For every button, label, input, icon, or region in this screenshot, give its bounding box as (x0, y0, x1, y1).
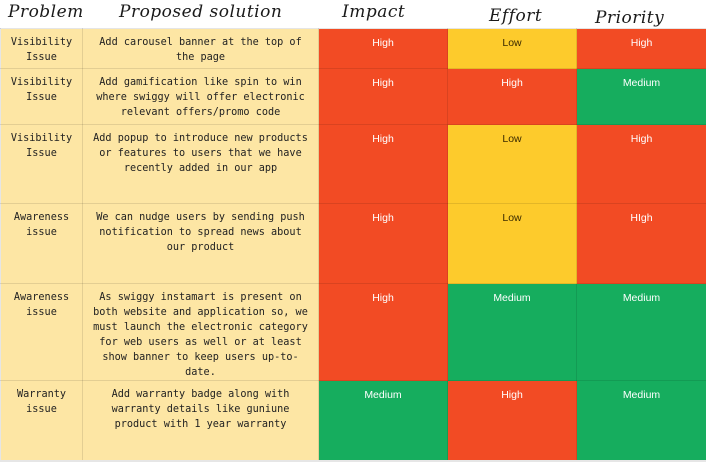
effort-cell: Low (447, 203, 577, 284)
solution-cell: We can nudge users by sending push notif… (82, 203, 319, 284)
priority-cell: HIgh (576, 203, 706, 284)
problem-cell: Visibility Issue (0, 68, 83, 125)
priority-cell: Medium (576, 68, 706, 125)
header-impact: Impact (342, 2, 406, 22)
priority-cell: High (576, 28, 706, 69)
problem-cell: Awareness issue (0, 283, 83, 381)
solution-cell: Add gamification like spin to win where … (82, 68, 319, 125)
problem-cell: Awareness issue (0, 203, 83, 284)
header-solution: Proposed solution (119, 2, 283, 22)
effort-cell: Low (447, 124, 577, 204)
table-row: Warranty issue Add warranty badge along … (0, 380, 706, 462)
impact-cell: Medium (318, 380, 448, 462)
priority-cell: High (576, 124, 706, 204)
effort-cell: High (447, 68, 577, 125)
impact-cell: High (318, 68, 448, 125)
table-header: Problem Proposed solution Impact Effort … (0, 0, 706, 28)
table-row: Awareness issue As swiggy instamart is p… (0, 283, 706, 381)
prioritization-table: Visibility Issue Add carousel banner at … (0, 28, 706, 462)
header-problem: Problem (8, 2, 84, 22)
impact-cell: High (318, 124, 448, 204)
effort-cell: Medium (447, 283, 577, 381)
priority-cell: Medium (576, 283, 706, 381)
table-row: Awareness issue We can nudge users by se… (0, 203, 706, 284)
priority-cell: Medium (576, 380, 706, 462)
solution-cell: Add popup to introduce new products or f… (82, 124, 319, 204)
problem-cell: Warranty issue (0, 380, 83, 462)
header-priority: Priority (595, 8, 665, 28)
solution-cell: Add warranty badge along with warranty d… (82, 380, 319, 462)
table-row: Visibility Issue Add carousel banner at … (0, 28, 706, 69)
solution-cell: Add carousel banner at the top of the pa… (82, 28, 319, 69)
header-effort: Effort (489, 6, 543, 26)
impact-cell: High (318, 28, 448, 69)
effort-cell: High (447, 380, 577, 462)
solution-cell: As swiggy instamart is present on both w… (82, 283, 319, 381)
impact-cell: High (318, 283, 448, 381)
problem-cell: Visibility Issue (0, 124, 83, 204)
bottom-divider (0, 460, 706, 462)
table-row: Visibility Issue Add gamification like s… (0, 68, 706, 125)
problem-cell: Visibility Issue (0, 28, 83, 69)
effort-cell: Low (447, 28, 577, 69)
impact-cell: High (318, 203, 448, 284)
table-row: Visibility Issue Add popup to introduce … (0, 124, 706, 204)
